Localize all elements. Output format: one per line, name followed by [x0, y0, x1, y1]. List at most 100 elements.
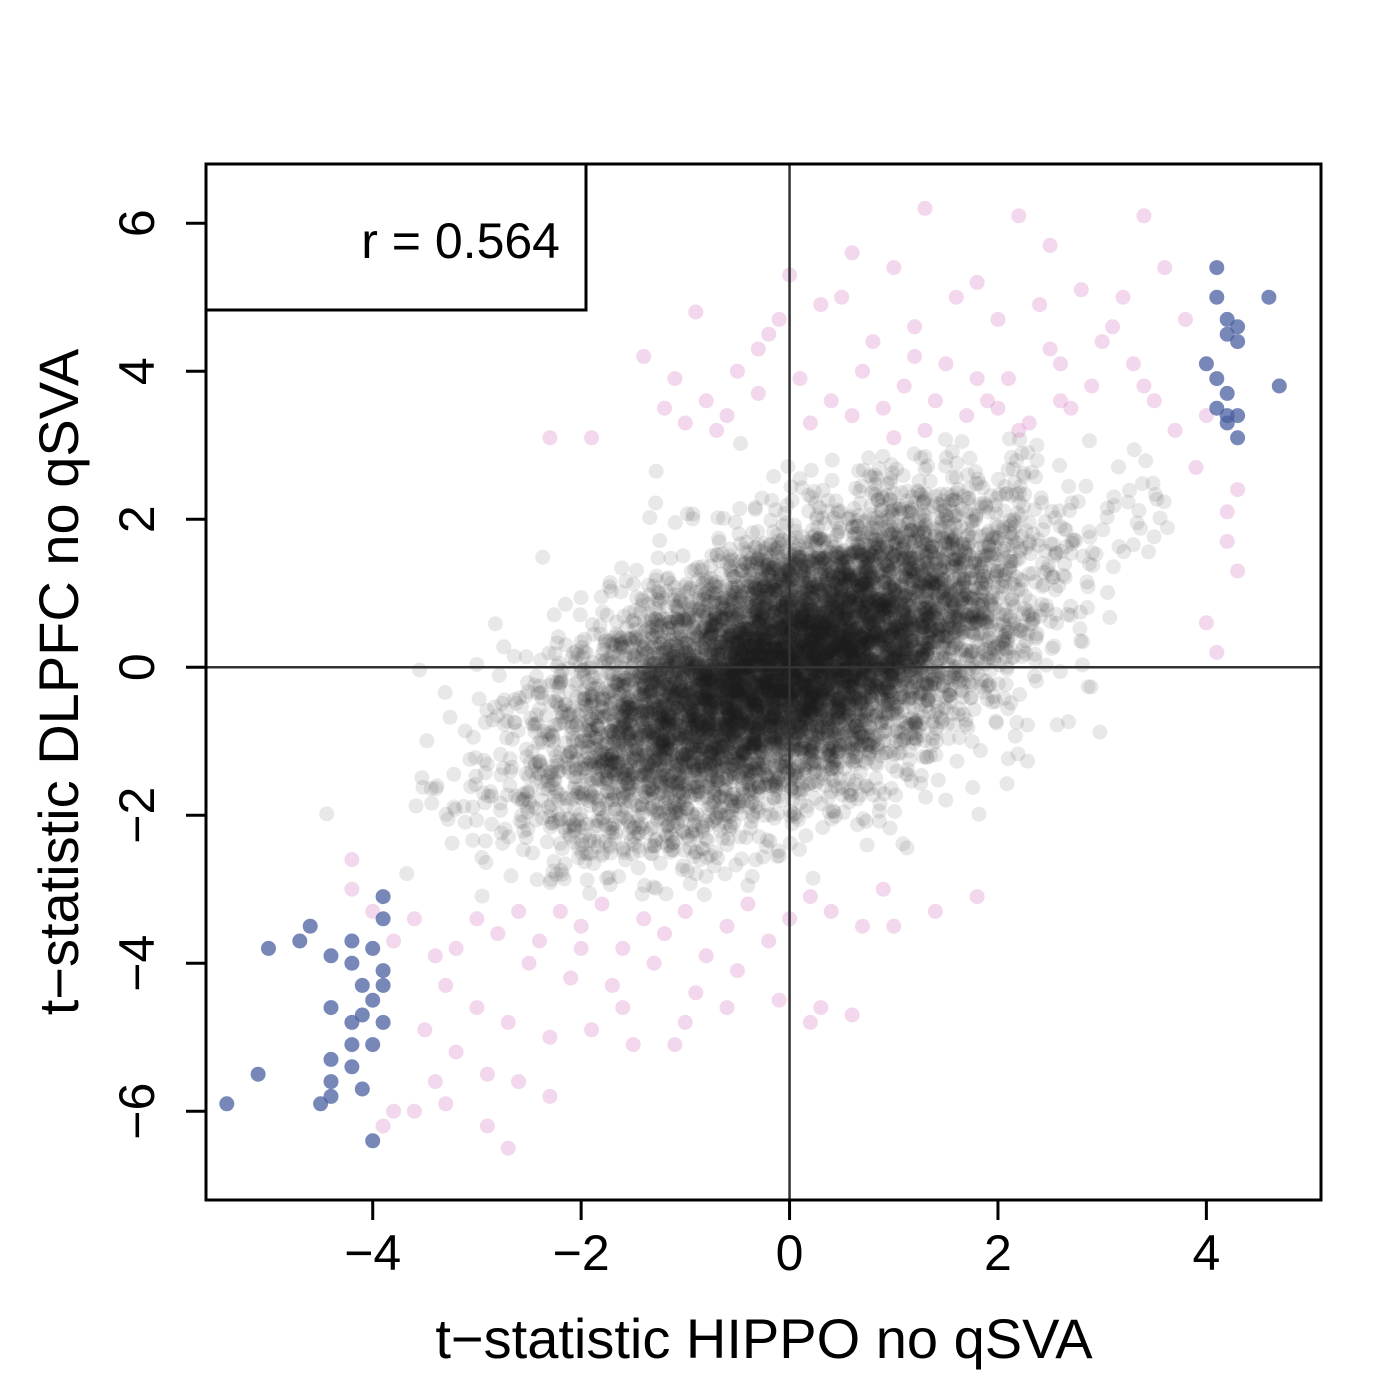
background-point [877, 698, 893, 714]
background-point [650, 550, 666, 566]
background-point [799, 638, 814, 653]
background-point [540, 781, 556, 797]
background-point [729, 669, 745, 685]
background-point [690, 730, 706, 746]
background-point [766, 557, 782, 572]
background-point [904, 522, 919, 538]
background-point [1021, 566, 1037, 582]
background-point [682, 876, 698, 892]
background-point [749, 697, 765, 713]
background-point [850, 579, 866, 595]
background-point [995, 633, 1011, 649]
background-point [953, 672, 969, 688]
background-point [649, 675, 665, 690]
background-point [487, 699, 503, 715]
background-point [910, 547, 926, 563]
background-point [668, 692, 684, 708]
background-point [819, 717, 835, 733]
background-point [1079, 600, 1095, 615]
background-point [602, 877, 618, 893]
background-point [1102, 610, 1118, 625]
background-point [843, 679, 859, 695]
background-point [499, 702, 515, 718]
background-point [943, 688, 959, 704]
background-point [794, 645, 810, 661]
background-point [681, 717, 697, 732]
background-point [798, 676, 814, 692]
background-point [753, 607, 769, 623]
background-point [1038, 598, 1054, 614]
background-point [774, 567, 789, 583]
background-point [773, 571, 789, 587]
background-point [916, 576, 932, 592]
background-point [582, 885, 598, 901]
background-point [704, 767, 720, 783]
background-point [775, 713, 791, 729]
background-point [930, 772, 946, 788]
background-point [762, 672, 778, 688]
background-point [919, 675, 935, 691]
background-point [841, 567, 857, 583]
background-point [671, 696, 687, 712]
background-point [956, 675, 971, 691]
background-point [813, 756, 829, 772]
background-point [720, 695, 735, 711]
background-point [495, 835, 511, 851]
background-point [626, 766, 641, 781]
background-point [634, 718, 650, 734]
background-point [918, 554, 934, 570]
background-point [940, 586, 956, 602]
background-point [802, 693, 818, 708]
background-point [713, 710, 729, 726]
background-point [766, 469, 782, 484]
background-point [536, 723, 552, 739]
background-point [814, 616, 830, 632]
background-point [491, 667, 507, 683]
background-point [775, 746, 791, 762]
background-point [1126, 442, 1142, 458]
background-point [772, 692, 788, 708]
background-point [474, 888, 490, 904]
background-point [765, 676, 781, 692]
background-point [1111, 539, 1127, 555]
background-point [899, 621, 915, 637]
background-point [802, 616, 817, 632]
background-point [412, 662, 427, 678]
background-point [691, 607, 707, 623]
background-point [869, 677, 885, 693]
background-point [654, 693, 670, 709]
background-point [692, 742, 707, 757]
background-point [833, 579, 849, 595]
background-point [694, 751, 710, 767]
background-point [319, 806, 335, 822]
background-point [574, 760, 589, 776]
background-point [763, 807, 779, 823]
background-point [807, 647, 823, 663]
background-point [787, 638, 803, 654]
background-point [745, 608, 761, 623]
background-point [722, 632, 738, 648]
background-point [701, 733, 717, 749]
background-point [851, 590, 867, 606]
background-point [968, 507, 984, 523]
background-point [731, 684, 747, 700]
background-point [792, 841, 807, 857]
background-point [946, 552, 962, 568]
background-point [643, 705, 659, 721]
background-point [666, 805, 682, 821]
background-point [675, 639, 691, 655]
background-point [981, 630, 997, 646]
background-point [651, 743, 667, 759]
background-point [922, 575, 938, 591]
background-point [784, 624, 799, 640]
background-point [629, 632, 644, 648]
background-point [852, 565, 868, 581]
background-point [943, 593, 959, 609]
background-point [594, 709, 610, 725]
background-point [764, 698, 780, 713]
background-point [818, 723, 834, 739]
background-point [829, 524, 845, 540]
background-point [882, 579, 898, 595]
background-point [611, 706, 627, 722]
background-point [892, 609, 908, 625]
